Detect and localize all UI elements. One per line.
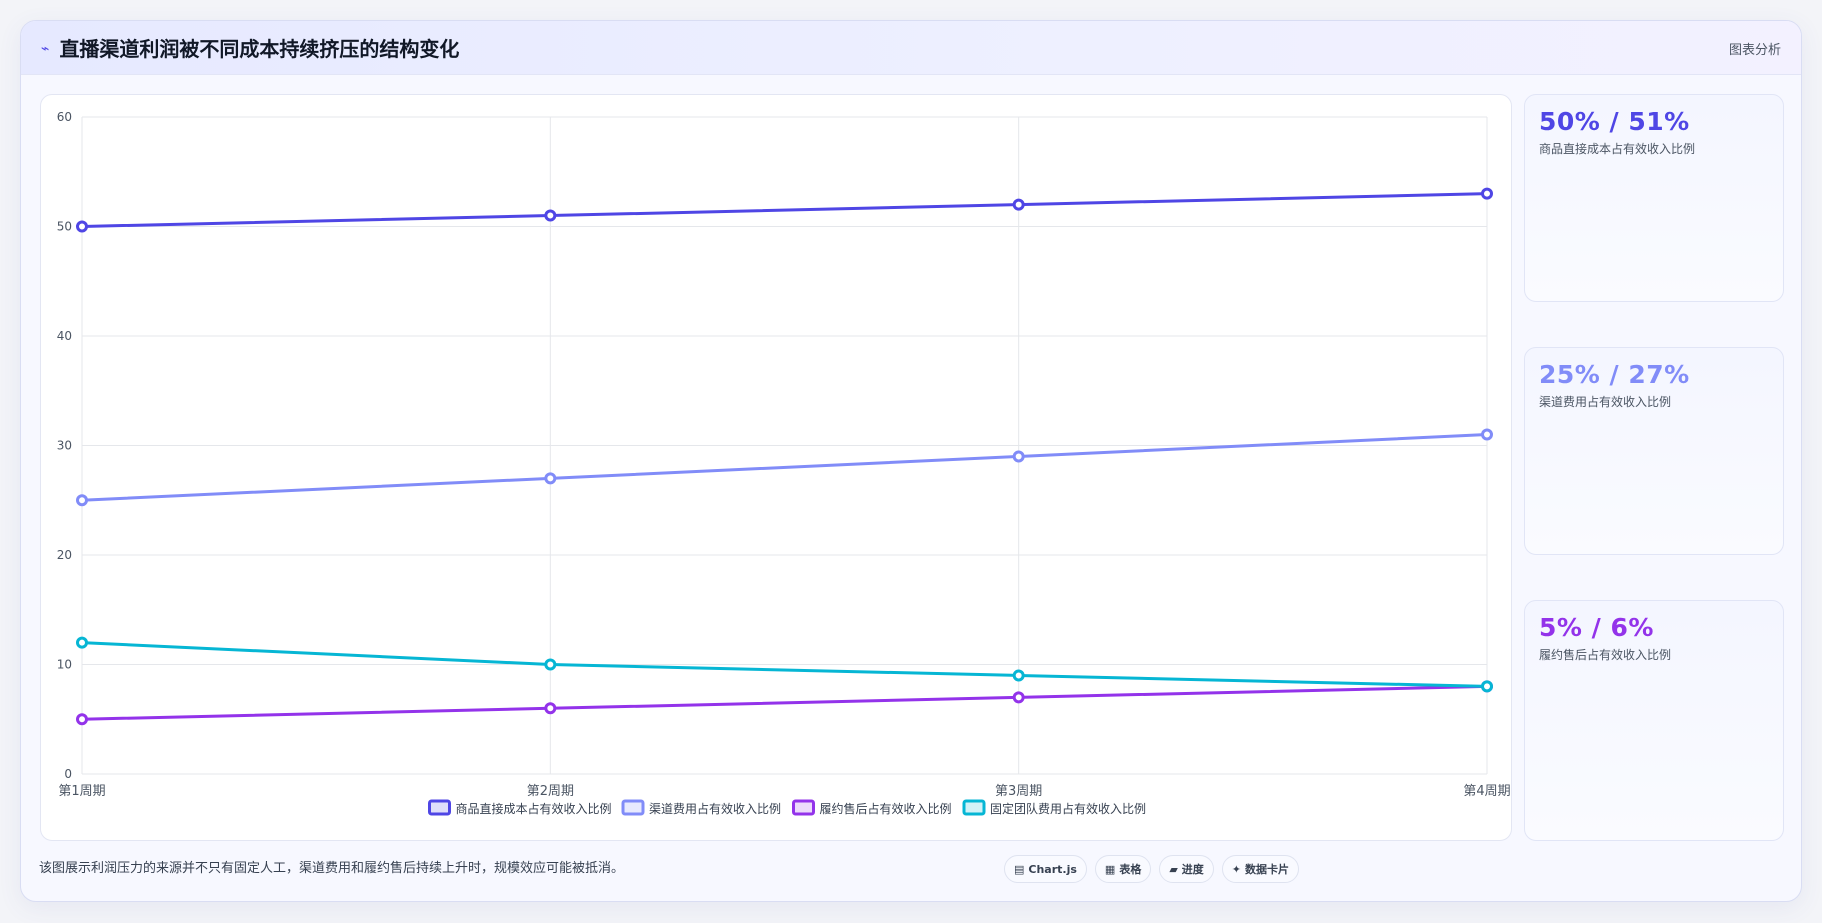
legend-swatch — [621, 799, 645, 816]
data-point — [544, 472, 557, 485]
card-header: ⌁ 直播渠道利润被不同成本持续挤压的结构变化 图表分析 — [21, 21, 1801, 75]
series-line — [81, 433, 1488, 502]
data-point — [76, 220, 88, 233]
legend-swatch — [428, 799, 451, 816]
kpi-card-fulfillment: 5% / 6% 履约售后占有效收入比例 — [1524, 600, 1784, 841]
legend-swatch — [792, 799, 815, 816]
pill-label: 进度 — [1181, 863, 1204, 876]
table-pill[interactable]: ▦ 表格 — [1094, 855, 1152, 883]
data-point — [1012, 450, 1025, 463]
y-tick-label: 40 — [57, 329, 72, 343]
data-point — [1481, 187, 1493, 200]
data-point — [1481, 680, 1493, 693]
series-line — [81, 192, 1488, 228]
data-point — [544, 702, 557, 715]
y-tick-label: 50 — [57, 220, 72, 234]
data-point — [76, 713, 88, 726]
y-tick-label: 20 — [57, 548, 72, 562]
y-tick-label: 60 — [57, 110, 72, 124]
kpi-label: 履约售后占有效收入比例 — [1539, 648, 1672, 662]
data-card-pill[interactable]: ✦ 数据卡片 — [1221, 855, 1300, 883]
progress-pill[interactable]: ▰ 进度 — [1159, 855, 1214, 883]
data-point — [76, 636, 88, 649]
legend-swatch — [962, 799, 986, 816]
series-line — [81, 684, 1488, 721]
kpi-label: 渠道费用占有效收入比例 — [1539, 395, 1672, 409]
kpi-label: 商品直接成本占有效收入比例 — [1539, 142, 1696, 156]
pill-label: 数据卡片 — [1245, 863, 1290, 876]
chart-line-icon: ⌁ — [41, 40, 50, 57]
data-point — [1012, 198, 1025, 211]
legend-label: 渠道费用占有效收入比例 — [649, 801, 781, 816]
x-tick-label: 第4周期 — [1463, 784, 1510, 799]
progress-icon: ▰ — [1169, 862, 1178, 876]
chart-card: ⌁ 直播渠道利润被不同成本持续挤压的结构变化 图表分析 0 10 20 30 40 50 6… — [20, 20, 1802, 902]
kpi-card-channel-fee: 25% / 27% 渠道费用占有效收入比例 — [1524, 347, 1784, 555]
data-point — [1481, 428, 1493, 441]
card-icon: ✦ — [1231, 862, 1242, 876]
chart-icon: ▤ — [1014, 862, 1025, 876]
data-point — [544, 658, 557, 671]
kpi-value: 25% / 27% — [1539, 360, 1690, 389]
legend-label: 固定团队费用占有效收入比例 — [990, 801, 1146, 816]
x-tick-label: 第2周期 — [527, 784, 574, 799]
pill-label: 表格 — [1119, 863, 1142, 876]
series-line — [81, 641, 1488, 688]
pill-label: Chart.js — [1028, 862, 1077, 876]
data-point — [1012, 691, 1025, 704]
legend-label: 履约售后占有效收入比例 — [820, 801, 952, 816]
chart-panel: 0 10 20 30 40 50 60 第1周期 第2周期 第3周期 第4周期商品直接成本占有效收入… — [40, 94, 1512, 841]
kpi-value: 50% / 51% — [1539, 107, 1690, 136]
kpi-value: 5% / 6% — [1539, 613, 1654, 642]
table-icon: ▦ — [1104, 862, 1116, 876]
view-switcher: ▤ Chart.js ▦ 表格 ▰ 进度 ✦ 数据卡片 — [1004, 855, 1300, 883]
chart-caption: 该图展示利润压力的来源并不只有固定人工，渠道费用和履约售后持续上升时，规模效应可… — [39, 861, 625, 876]
data-point — [76, 494, 88, 507]
y-tick-label: 10 — [57, 658, 72, 672]
y-tick-label: 0 — [64, 767, 72, 781]
y-tick-label: 30 — [57, 439, 72, 453]
chartjs-pill[interactable]: ▤ Chart.js — [1004, 855, 1087, 883]
data-point — [1012, 669, 1025, 682]
x-tick-label: 第1周期 — [58, 784, 105, 799]
legend-label: 商品直接成本占有效收入比例 — [456, 801, 612, 816]
x-tick-label: 第3周期 — [995, 784, 1042, 799]
data-point — [544, 209, 557, 222]
chart-analysis-tag: 图表分析 — [1728, 43, 1781, 58]
kpi-card-product-cost: 50% / 51% 商品直接成本占有效收入比例 — [1524, 94, 1784, 302]
line-chart: 0 10 20 30 40 50 60 第1周期 第2周期 第3周期 第4周期商品直接成本占有效收入… — [57, 110, 1511, 816]
card-title: 直播渠道利润被不同成本持续挤压的结构变化 — [59, 37, 460, 61]
